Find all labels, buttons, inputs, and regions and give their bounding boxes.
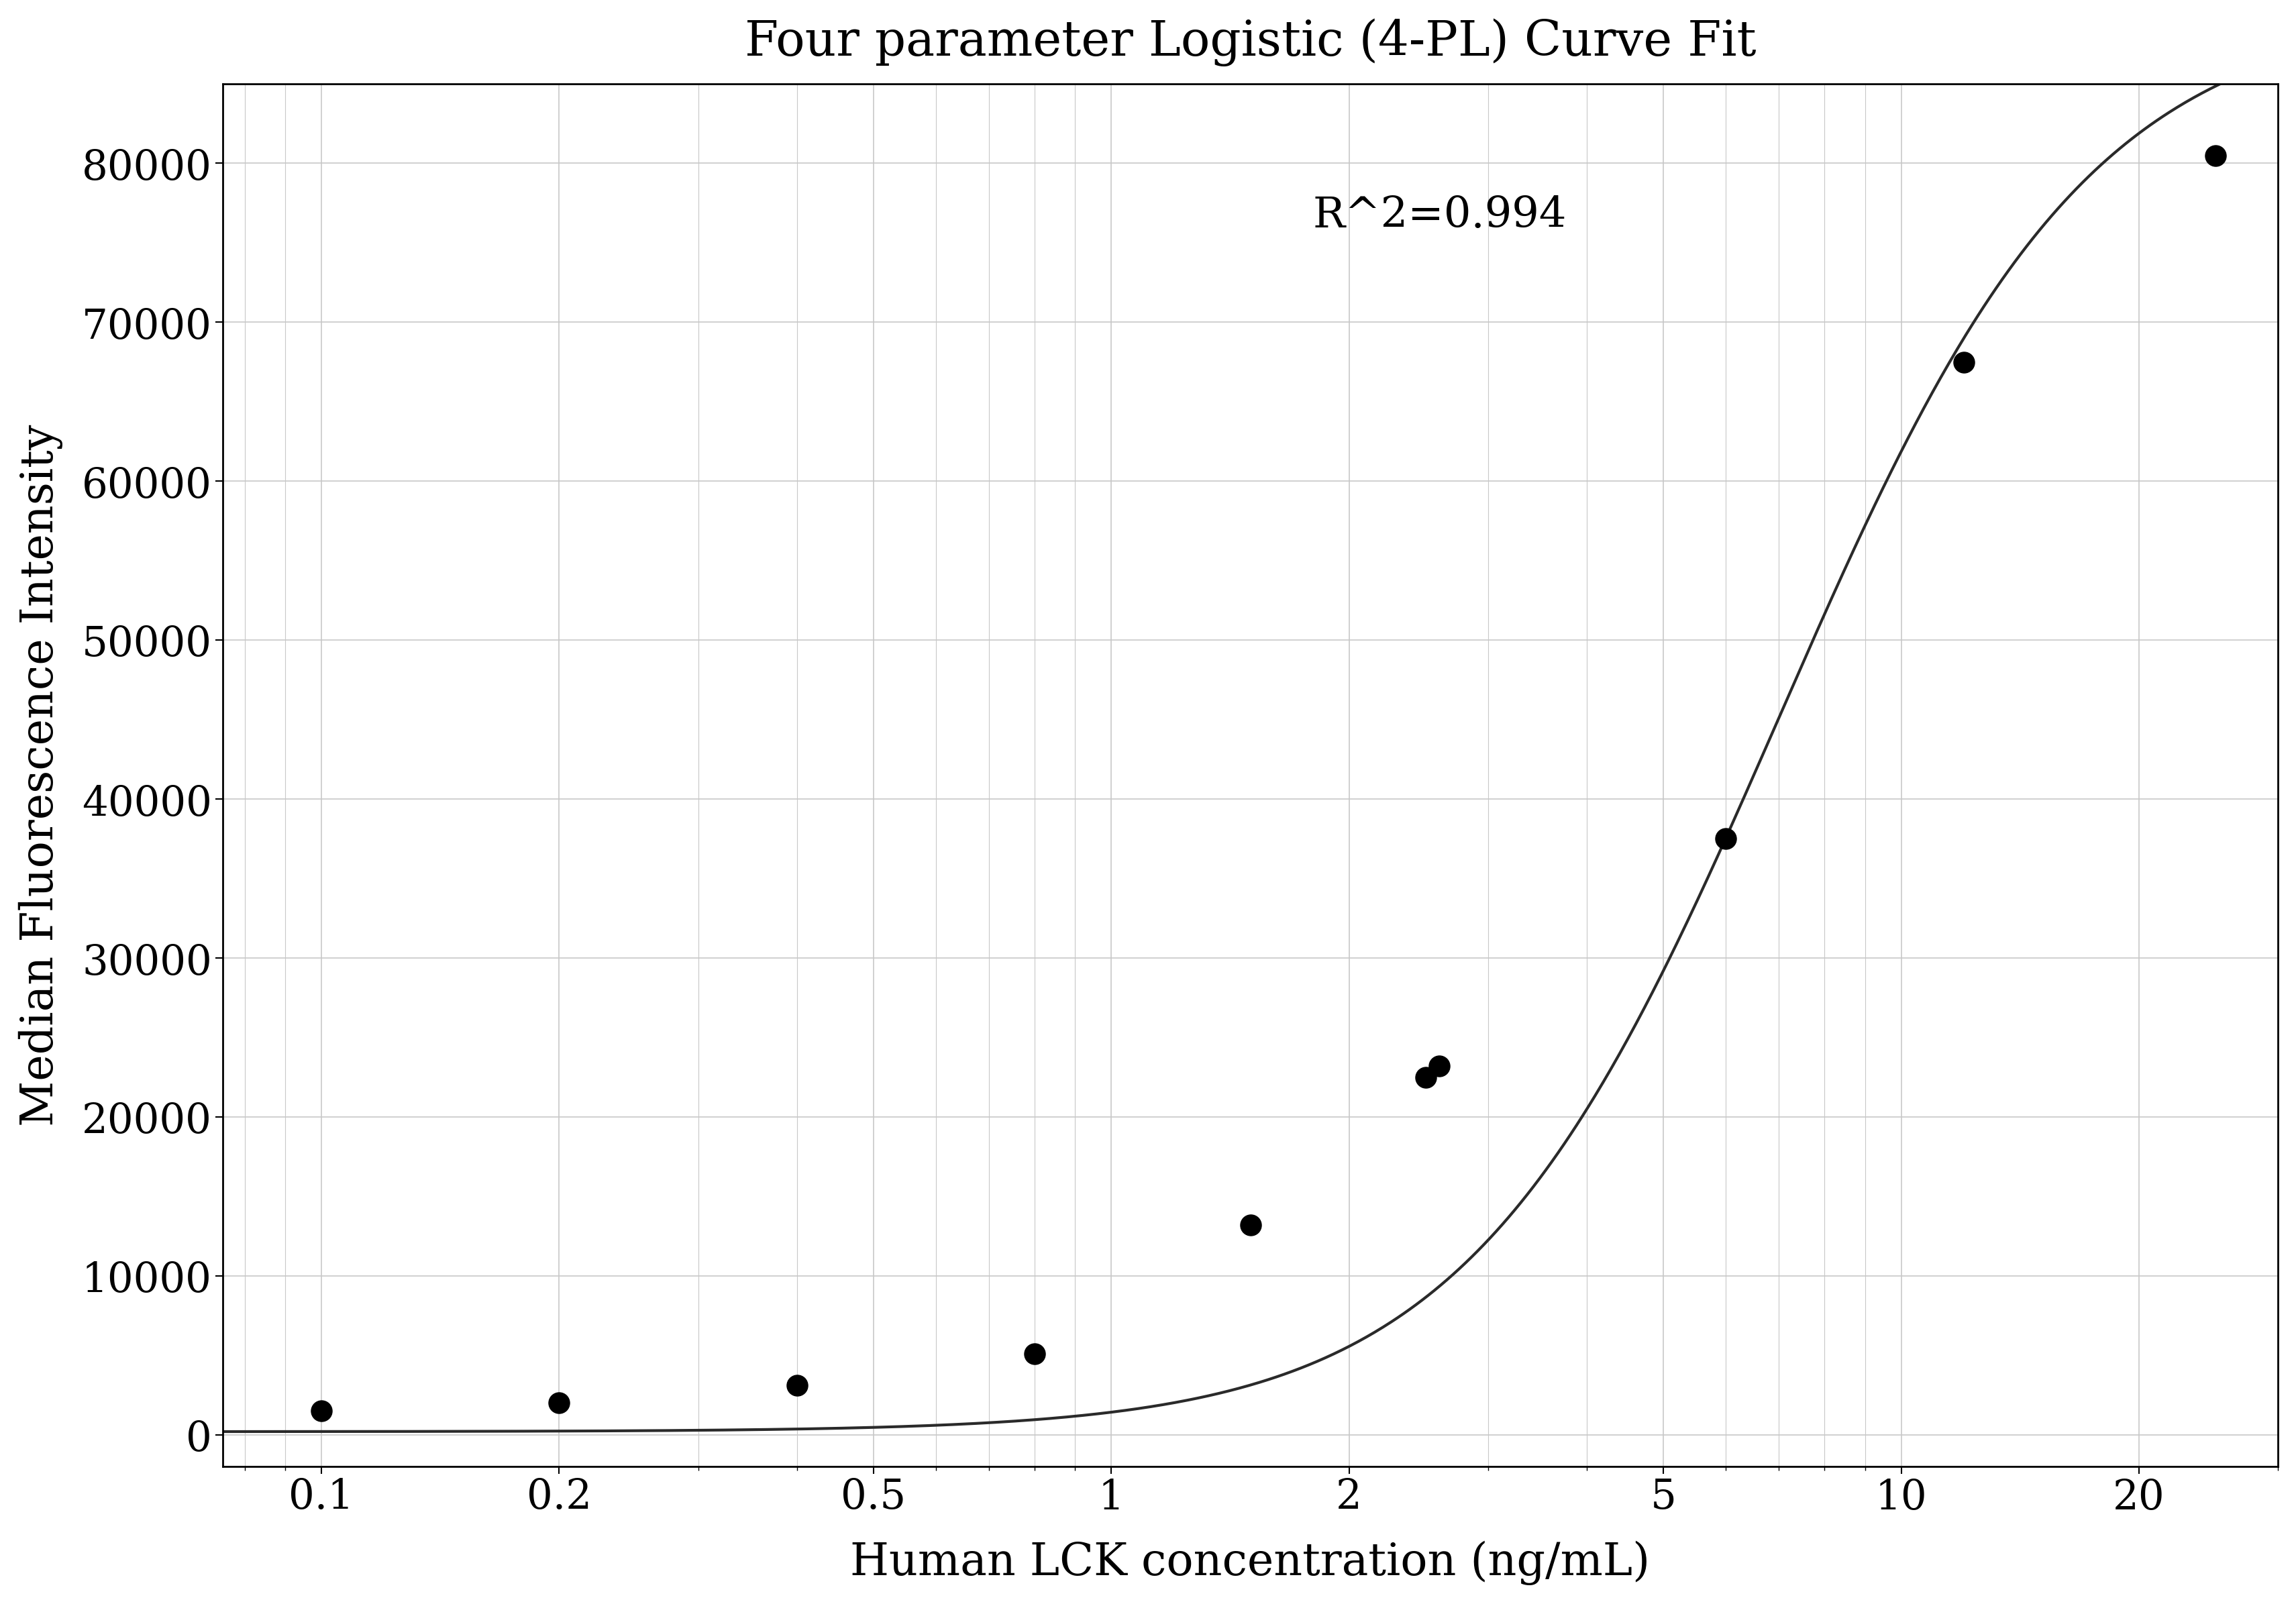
Point bbox=[1421, 1054, 1458, 1079]
Point bbox=[303, 1399, 340, 1424]
Point bbox=[1706, 826, 1743, 852]
Point bbox=[778, 1373, 815, 1399]
Text: R^2=0.994: R^2=0.994 bbox=[1313, 196, 1566, 236]
Y-axis label: Median Fluorescence Intensity: Median Fluorescence Intensity bbox=[18, 423, 62, 1126]
Point bbox=[1945, 350, 1981, 375]
Point bbox=[2197, 143, 2234, 168]
Point bbox=[540, 1391, 576, 1416]
Point bbox=[1231, 1213, 1267, 1238]
X-axis label: Human LCK concentration (ng/mL): Human LCK concentration (ng/mL) bbox=[850, 1541, 1651, 1585]
Point bbox=[1407, 1065, 1444, 1091]
Title: Four parameter Logistic (4-PL) Curve Fit: Four parameter Logistic (4-PL) Curve Fit bbox=[744, 19, 1756, 67]
Point bbox=[1017, 1341, 1054, 1367]
